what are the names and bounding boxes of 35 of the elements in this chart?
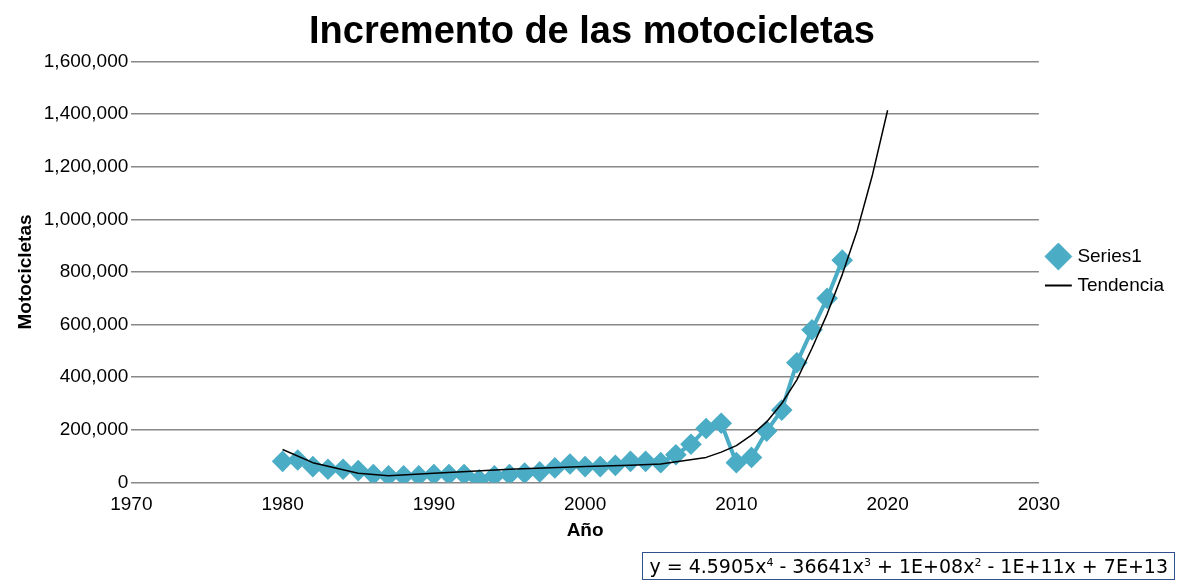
x-tick-label: 1990 [412, 493, 455, 515]
point [741, 447, 762, 468]
y-tick-label: 1,200,000 [43, 155, 129, 177]
y-tick-label: 1,600,000 [43, 49, 129, 71]
x-tick-label: 2020 [866, 493, 909, 515]
y-tick-label: 200,000 [59, 418, 129, 440]
text: y = 4.5905x$^{4}$ - 36641x$^{3}$ + 1E+08x$^{2}$ - 1E+11x + 7E+13 [642, 552, 1175, 580]
x-tick-label: 1980 [261, 493, 304, 515]
point [484, 465, 505, 483]
point [665, 444, 686, 465]
y-axis-title: Motocicletas [13, 214, 35, 330]
point [801, 319, 822, 340]
point [680, 434, 701, 455]
point [817, 288, 838, 309]
x-axis-title: Año [566, 518, 604, 540]
legend-label: Series1 [1077, 244, 1142, 266]
y-tick-label: 0 [117, 470, 129, 492]
y-tick-label: 1,400,000 [43, 102, 129, 124]
chart-title: Incremento de las motocicletas [309, 9, 875, 52]
point [726, 452, 747, 473]
x-tick-label: 2010 [715, 493, 758, 515]
point [756, 421, 777, 442]
y-tick-label: 400,000 [59, 365, 129, 387]
point [786, 352, 807, 373]
point [711, 413, 732, 434]
y-tick-label: 1,000,000 [43, 207, 129, 229]
x-tick-label: 2000 [563, 493, 607, 515]
point [272, 451, 293, 472]
point [832, 250, 853, 271]
x-tick-label: 2030 [1017, 493, 1061, 515]
x-tick-label: 1970 [110, 493, 153, 515]
legend-label: Tendencia [1077, 273, 1165, 295]
point [696, 418, 717, 439]
y-tick-label: 800,000 [59, 260, 129, 282]
y-tick-label: 600,000 [59, 312, 129, 334]
